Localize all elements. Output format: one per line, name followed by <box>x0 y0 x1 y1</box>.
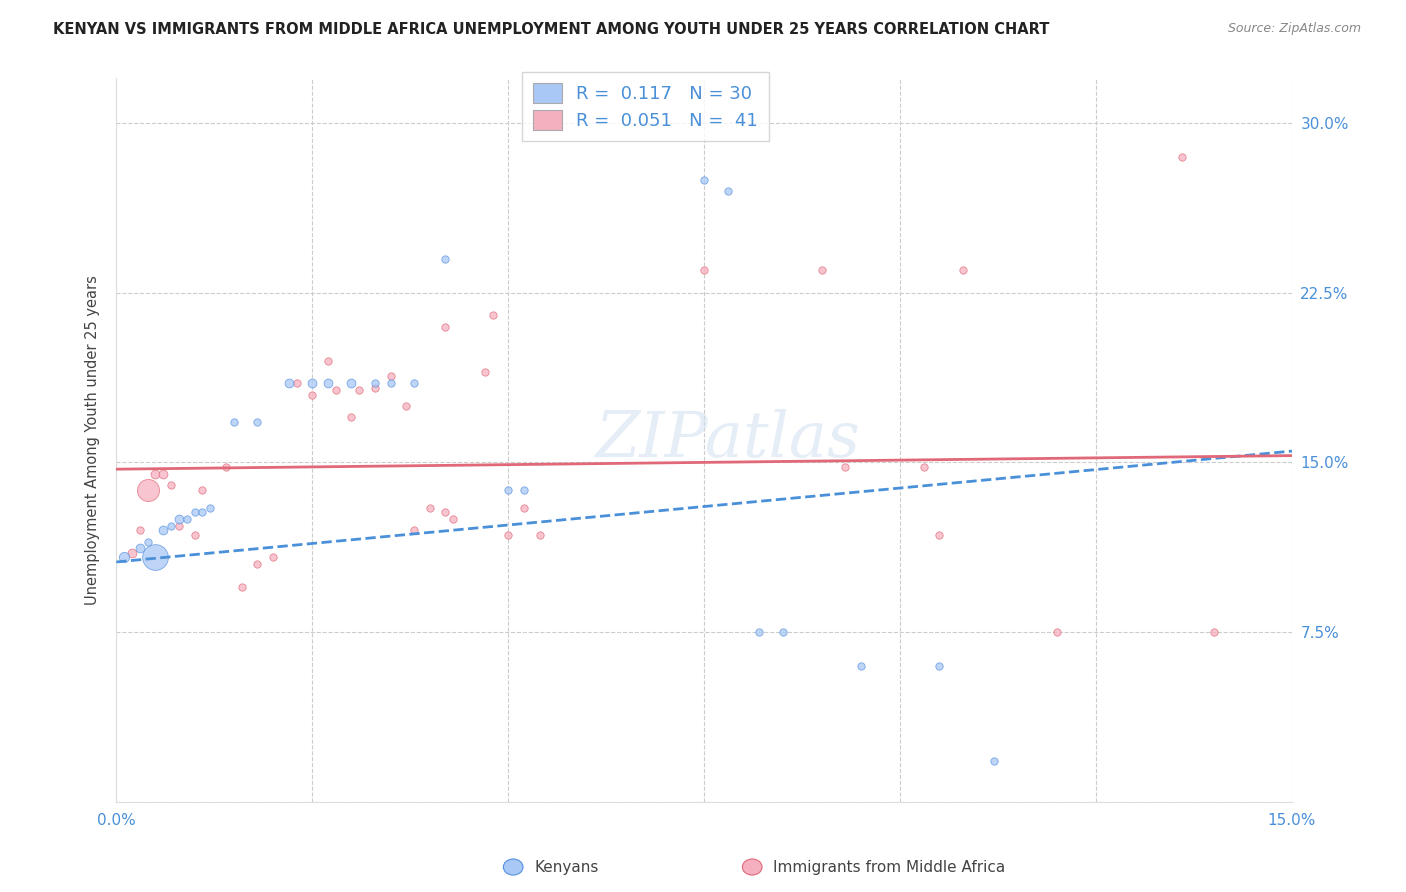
Legend: R =  0.117   N = 30, R =  0.051   N =  41: R = 0.117 N = 30, R = 0.051 N = 41 <box>522 72 769 141</box>
Point <box>112 550 135 565</box>
Text: Immigrants from Middle Africa: Immigrants from Middle Africa <box>773 860 1005 874</box>
Point <box>496 528 519 542</box>
Point <box>167 512 190 526</box>
Point <box>395 399 418 413</box>
Point <box>772 625 794 640</box>
Point <box>912 459 935 474</box>
Point <box>693 172 716 186</box>
Point <box>496 483 519 497</box>
Point <box>160 478 183 492</box>
Point <box>349 383 371 397</box>
Point <box>748 625 770 640</box>
Point <box>952 263 974 277</box>
Point <box>231 580 253 594</box>
Point <box>167 518 190 533</box>
Point <box>364 381 387 395</box>
Text: KENYAN VS IMMIGRANTS FROM MIDDLE AFRICA UNEMPLOYMENT AMONG YOUTH UNDER 25 YEARS : KENYAN VS IMMIGRANTS FROM MIDDLE AFRICA … <box>53 22 1050 37</box>
Point <box>222 415 245 429</box>
Point <box>136 534 159 549</box>
Point <box>215 459 238 474</box>
Point <box>200 500 222 515</box>
Point <box>434 505 457 519</box>
Point <box>128 523 150 537</box>
Point <box>128 541 150 556</box>
Point <box>441 512 464 526</box>
Point <box>849 659 872 673</box>
Point <box>246 415 269 429</box>
Point <box>380 376 402 391</box>
Point <box>529 528 551 542</box>
Point <box>191 505 214 519</box>
Point <box>183 505 205 519</box>
Point <box>316 353 339 368</box>
Point <box>1171 150 1194 164</box>
Y-axis label: Unemployment Among Youth under 25 years: Unemployment Among Youth under 25 years <box>86 275 100 605</box>
Point <box>404 376 426 391</box>
Point <box>145 467 167 481</box>
Point <box>693 263 716 277</box>
Point <box>434 252 457 266</box>
Point <box>513 483 536 497</box>
Point <box>246 558 269 572</box>
Point <box>1202 625 1225 640</box>
Point <box>513 500 536 515</box>
Text: Source: ZipAtlas.com: Source: ZipAtlas.com <box>1227 22 1361 36</box>
Point <box>301 387 323 401</box>
Point <box>160 518 183 533</box>
Point <box>191 483 214 497</box>
Point <box>277 376 299 391</box>
Point <box>262 550 284 565</box>
Point <box>136 483 159 497</box>
Point <box>404 523 426 537</box>
Point <box>928 659 950 673</box>
Point <box>183 528 205 542</box>
Point <box>152 467 174 481</box>
Point <box>474 365 496 379</box>
Text: ZIPatlas: ZIPatlas <box>595 409 860 471</box>
Point <box>325 383 347 397</box>
Point <box>340 410 363 425</box>
Point <box>316 376 339 391</box>
Point <box>983 754 1005 768</box>
Point <box>928 528 950 542</box>
Point <box>834 459 856 474</box>
Point <box>419 500 441 515</box>
Point <box>145 550 167 565</box>
Point <box>285 376 308 391</box>
Point <box>152 523 174 537</box>
Point <box>121 546 143 560</box>
Point <box>434 319 457 334</box>
Point <box>364 376 387 391</box>
Point <box>176 512 198 526</box>
Point <box>301 376 323 391</box>
Point <box>717 184 740 198</box>
Point <box>340 376 363 391</box>
Text: Kenyans: Kenyans <box>534 860 599 874</box>
Point <box>481 308 503 322</box>
Point <box>810 263 832 277</box>
Point <box>380 369 402 384</box>
Point <box>1046 625 1069 640</box>
